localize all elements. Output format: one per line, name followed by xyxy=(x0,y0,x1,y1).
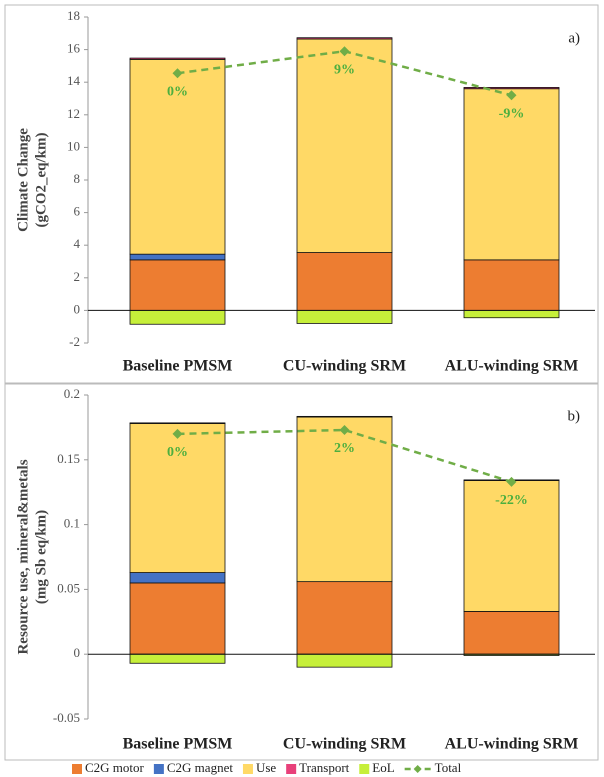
legend-label: Total xyxy=(435,760,462,775)
legend-label: EoL xyxy=(372,760,394,775)
legend-marker xyxy=(413,765,422,773)
annotation: b) xyxy=(568,408,581,424)
bar-segment xyxy=(129,259,226,311)
legend-label: Transport xyxy=(299,760,349,775)
bar-segment xyxy=(129,653,226,664)
total-marker xyxy=(506,90,517,101)
legend-swatch xyxy=(72,764,82,774)
bar-segment xyxy=(129,57,226,60)
y-axis-label: (mg Sb eq/km) xyxy=(33,510,49,604)
y-axis-label: Climate Change xyxy=(15,128,31,232)
y-tick-label: 0.1 xyxy=(64,516,80,531)
bar-segment xyxy=(129,582,226,655)
chart-frame xyxy=(4,383,599,761)
value-label: 9% xyxy=(334,62,355,77)
bar-segment xyxy=(296,309,393,324)
legend-label: C2G magnet xyxy=(167,760,233,775)
total-marker xyxy=(172,68,183,79)
bar-segment xyxy=(463,259,560,311)
x-tick-label: ALU-winding SRM xyxy=(445,736,579,753)
x-tick-label: CU-winding SRM xyxy=(283,358,406,375)
total-marker xyxy=(506,476,517,487)
bar-segment xyxy=(129,58,226,255)
bar-segment xyxy=(296,415,393,418)
bar-segment xyxy=(296,37,393,40)
y-tick-label: 14 xyxy=(67,73,81,88)
y-tick-label: 4 xyxy=(74,236,81,251)
value-label: 0% xyxy=(167,445,188,460)
legend-swatch xyxy=(153,764,164,774)
total-marker xyxy=(339,424,350,435)
y-tick-label: 8 xyxy=(74,171,81,186)
value-label: 0% xyxy=(167,84,188,99)
legend-swatch xyxy=(359,764,370,774)
bar-segment xyxy=(463,87,560,90)
y-axis-label: Resource use, mineral&metals xyxy=(15,459,31,654)
bar-segment xyxy=(129,572,226,584)
value-label: -9% xyxy=(499,106,525,121)
bar-segment xyxy=(129,309,226,325)
x-tick-label: Baseline PMSM xyxy=(123,358,233,375)
y-tick-label: 2 xyxy=(74,269,81,284)
y-tick-label: 0.2 xyxy=(64,386,80,401)
y-tick-label: 12 xyxy=(67,106,80,121)
total-marker xyxy=(339,46,350,57)
bar-segment xyxy=(463,611,560,655)
bar-segment xyxy=(129,422,226,424)
legend-swatch xyxy=(242,764,253,774)
bar-segment xyxy=(296,581,393,655)
bar-segment xyxy=(296,252,393,311)
y-tick-label: 0.05 xyxy=(57,580,80,595)
y-tick-label: -2 xyxy=(69,334,80,349)
total-marker xyxy=(172,428,183,439)
y-tick-label: 10 xyxy=(67,138,80,153)
bar-segment xyxy=(296,653,393,668)
value-label: -22% xyxy=(495,493,528,508)
y-tick-label: 6 xyxy=(74,204,81,219)
y-axis-label: (gCO2_eq/km) xyxy=(33,133,49,228)
x-tick-label: Baseline PMSM xyxy=(123,736,233,753)
y-tick-label: 0.15 xyxy=(57,451,80,466)
x-tick-label: CU-winding SRM xyxy=(283,736,406,753)
bar-segment xyxy=(463,480,560,612)
bar-segment xyxy=(463,309,560,319)
x-tick-label: ALU-winding SRM xyxy=(445,358,579,375)
y-tick-label: -0.05 xyxy=(53,710,80,725)
bar-segment xyxy=(463,88,560,261)
y-tick-label: 0 xyxy=(74,645,81,660)
chart-frame xyxy=(4,4,599,384)
annotation: a) xyxy=(568,30,580,46)
bar-segment xyxy=(129,253,226,261)
bar-segment xyxy=(296,416,393,583)
legend-swatch xyxy=(286,764,297,774)
y-tick-label: 18 xyxy=(67,8,80,23)
y-tick-label: 16 xyxy=(67,41,81,56)
legend-label: C2G motor xyxy=(85,760,145,775)
value-label: 2% xyxy=(334,441,355,456)
y-tick-label: 0 xyxy=(74,301,81,316)
bar-segment xyxy=(296,38,393,253)
legend-label: Use xyxy=(256,760,276,775)
